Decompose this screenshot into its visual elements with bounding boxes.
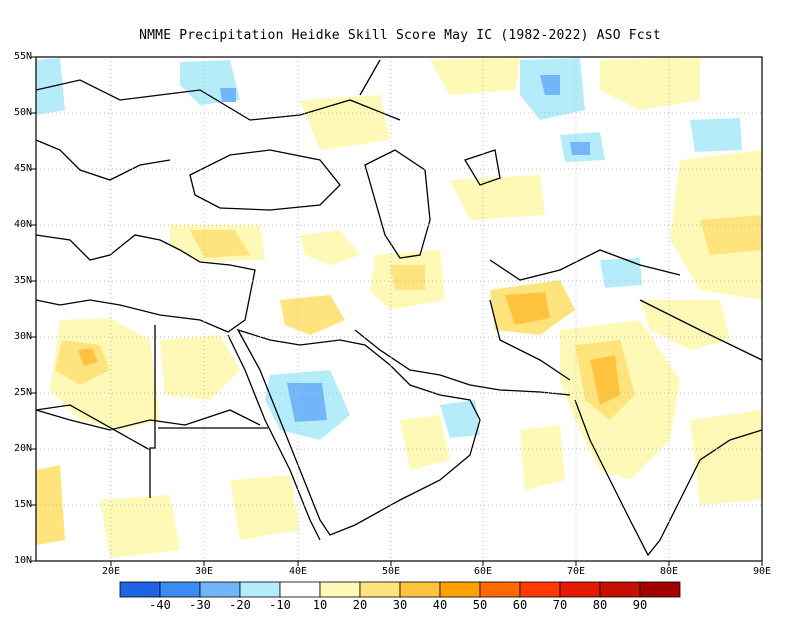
colorbar-swatch [559,581,601,598]
lat-label-45n: 45N [13,163,32,174]
colorbar-swatch [359,581,401,598]
colorbar-label: -30 [189,598,211,612]
lat-label-25n: 25N [13,387,32,398]
lon-label-70e: 70E [566,566,586,577]
colorbar-swatch [199,581,241,598]
colorbar-label: 70 [552,598,568,612]
lat-label-20n: 20N [13,443,32,454]
colorbar-swatch [159,581,201,598]
lat-label-10n: 10N [13,555,32,566]
colorbar-swatch [599,581,641,598]
lon-label-50e: 50E [381,566,401,577]
colorbar-swatch [519,581,561,598]
lon-label-80e: 80E [659,566,679,577]
graticule [36,57,762,561]
colorbar-label: 30 [392,598,408,612]
skill-shading [36,57,762,558]
lon-label-90e: 90E [752,566,772,577]
colorbar-swatch [239,581,281,598]
colorbar-label: 60 [512,598,528,612]
colorbar-label: -40 [149,598,171,612]
colorbar-swatch [479,581,521,598]
lat-label-40n: 40N [13,219,32,230]
colorbar-swatch [119,581,161,598]
lat-label-55n: 55N [13,51,32,62]
colorbar-label: 80 [592,598,608,612]
colorbar-label: 40 [432,598,448,612]
colorbar-swatch [399,581,441,598]
colorbar-label: 90 [632,598,648,612]
lat-label-50n: 50N [13,107,32,118]
lon-label-40e: 40E [288,566,308,577]
colorbar-label: 10 [312,598,328,612]
colorbar-label: 20 [352,598,368,612]
lat-label-15n: 15N [13,499,32,510]
lat-label-35n: 35N [13,275,32,286]
coastline-icon [35,59,763,557]
colorbar-label: -10 [269,598,291,612]
map-title: NMME Precipitation Heidke Skill Score Ma… [139,28,661,43]
colorbar-swatch [279,581,321,598]
lon-label-30e: 30E [194,566,214,577]
map-frame [35,56,763,562]
colorbar [119,581,681,598]
colorbar-swatch [439,581,481,598]
lon-label-60e: 60E [473,566,493,577]
colorbar-swatch [319,581,361,598]
colorbar-swatch [639,581,681,598]
lon-label-20e: 20E [101,566,121,577]
colorbar-label: 50 [472,598,488,612]
lat-label-30n: 30N [13,331,32,342]
colorbar-label: -20 [229,598,251,612]
